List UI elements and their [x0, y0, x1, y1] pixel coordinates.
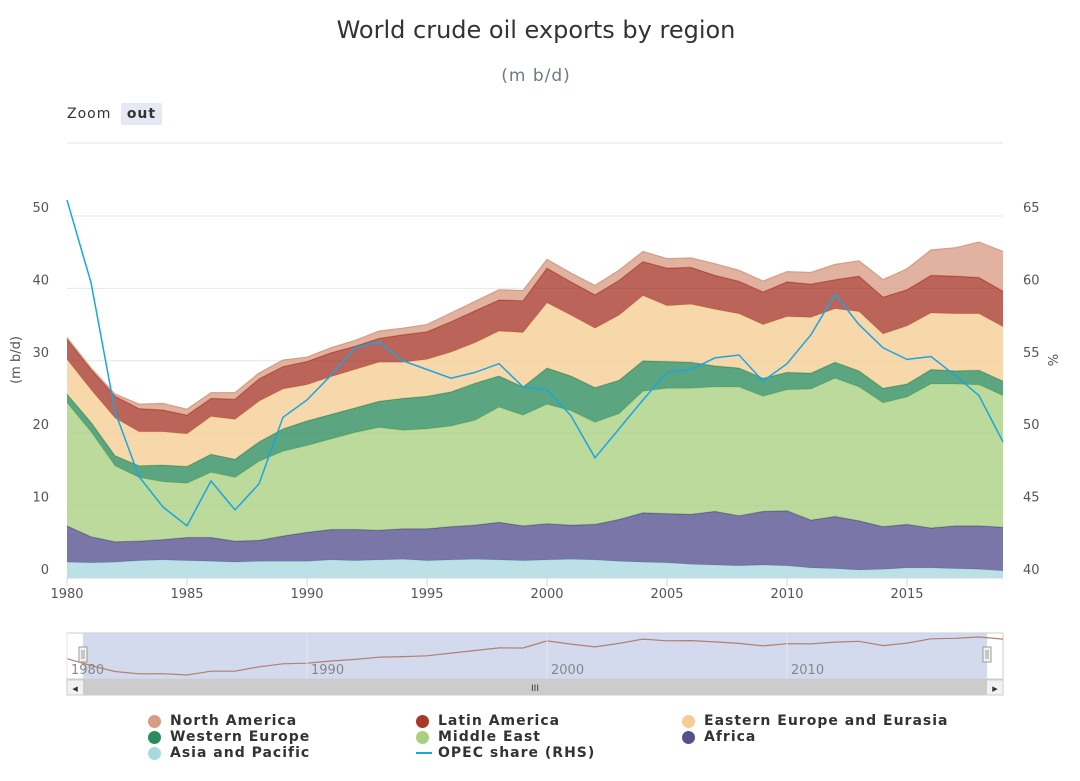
- y2-axis-title: %: [1047, 354, 1062, 366]
- navigator-tick-label: 1990: [311, 663, 344, 678]
- y-tick-label: 0: [41, 563, 49, 578]
- y2-tick-label: 60: [1023, 273, 1040, 288]
- area-latin-america: [67, 261, 1003, 434]
- navigator-tick-label: 2010: [791, 663, 824, 678]
- navigator-tick-label: 1980: [71, 663, 104, 678]
- y2-tick-label: 40: [1023, 563, 1040, 578]
- zoom-label: Zoom: [67, 106, 112, 122]
- legend-item-opec-share-rhs[interactable]: OPEC share (RHS): [416, 745, 595, 761]
- opec-line-group: [66, 199, 1004, 528]
- chart-title: World crude oil exports by region: [336, 16, 736, 44]
- y-tick-label: 20: [32, 418, 49, 433]
- legend-dot-marker: [148, 714, 161, 728]
- chart-subtitle: (m b/d): [501, 66, 571, 86]
- legend-dot-marker: [416, 730, 429, 744]
- scrollbar-right-arrow[interactable]: ▸: [992, 682, 998, 695]
- x-tick-label: 1995: [410, 587, 443, 602]
- legend-label: Africa: [704, 729, 757, 745]
- legend-item-north-america[interactable]: North America: [148, 713, 297, 729]
- legend-line-marker: [416, 752, 432, 754]
- navigator[interactable]: 1980 1990 2000 2010 III ◂ ▸: [66, 632, 1004, 696]
- navigator-tick-label: 2000: [551, 663, 584, 678]
- x-tick-label: 1990: [290, 587, 323, 602]
- area-north-america: [67, 242, 1003, 416]
- legend-item-asia-and-pacific[interactable]: Asia and Pacific: [148, 745, 310, 761]
- y-tick-label: 30: [32, 346, 49, 361]
- y2-tick-label: 65: [1023, 201, 1040, 216]
- legend-label: Western Europe: [170, 729, 311, 745]
- legend-dot-marker: [682, 714, 695, 728]
- legend-item-western-europe[interactable]: Western Europe: [148, 729, 310, 745]
- zoom-control: Zoom out: [67, 103, 163, 125]
- legend-dot-marker: [148, 730, 161, 744]
- x-tick-label: 2000: [530, 587, 563, 602]
- area-eastern-europe-and-eurasia: [67, 295, 1003, 467]
- chart-svg: 0 10 20 30 40 50 40 45 50 55 60 65 (m b/d) % 1980 1985 1…: [9, 142, 1062, 696]
- area-africa: [67, 510, 1003, 571]
- x-tick-label: 2010: [770, 587, 803, 602]
- y-tick-label: 40: [32, 273, 49, 288]
- legend-label: Latin America: [438, 713, 561, 729]
- scrollbar-left-arrow[interactable]: ◂: [72, 682, 78, 695]
- y2-tick-label: 45: [1023, 491, 1040, 506]
- opec-share-line: [66, 199, 1004, 528]
- legend-label: OPEC share (RHS): [438, 745, 596, 761]
- x-tick-label: 2005: [650, 587, 683, 602]
- area-middle-east: [67, 378, 1003, 542]
- legend-dot-marker: [416, 714, 429, 728]
- navigator-right-handle[interactable]: [982, 646, 992, 663]
- legend-dot-marker: [148, 746, 161, 760]
- legend-item-middle-east[interactable]: Middle East: [416, 729, 541, 745]
- legend-dot-marker: [682, 730, 695, 744]
- area-top-line: [66, 241, 1004, 410]
- legend-label: Middle East: [438, 729, 541, 745]
- legend-item-africa[interactable]: Africa: [682, 729, 756, 745]
- navigator-mask: [83, 633, 987, 679]
- legend-item-eastern-europe-and-eurasia[interactable]: Eastern Europe and Eurasia: [682, 713, 949, 729]
- y-axis-title: (m b/d): [9, 336, 24, 384]
- area-western-europe: [67, 360, 1003, 484]
- y-tick-label: 50: [32, 201, 49, 216]
- legend-label: North America: [170, 713, 298, 729]
- scrollbar-thumb[interactable]: [83, 680, 987, 695]
- legend-label: Asia and Pacific: [170, 745, 311, 761]
- navigator-left-handle[interactable]: [78, 646, 88, 663]
- zoom-out-button[interactable]: out: [120, 103, 163, 125]
- navigator-series-line: [66, 636, 1004, 676]
- legend-label: Eastern Europe and Eurasia: [704, 713, 949, 729]
- legend-item-latin-america[interactable]: Latin America: [416, 713, 560, 729]
- y-tick-label: 10: [32, 491, 49, 506]
- x-tick-label: 2015: [890, 587, 923, 602]
- x-tick-label: 1985: [170, 587, 203, 602]
- area-asia-and-pacific: [67, 559, 1003, 578]
- axes: 0 10 20 30 40 50 40 45 50 55 60 65 (m b/d) % 1980 1985 1…: [9, 201, 1062, 602]
- y2-tick-label: 55: [1023, 346, 1040, 361]
- y2-tick-label: 50: [1023, 418, 1040, 433]
- scrollbar-grip: III: [531, 684, 539, 694]
- x-tick-label: 1980: [50, 587, 83, 602]
- area-series: [66, 241, 1004, 578]
